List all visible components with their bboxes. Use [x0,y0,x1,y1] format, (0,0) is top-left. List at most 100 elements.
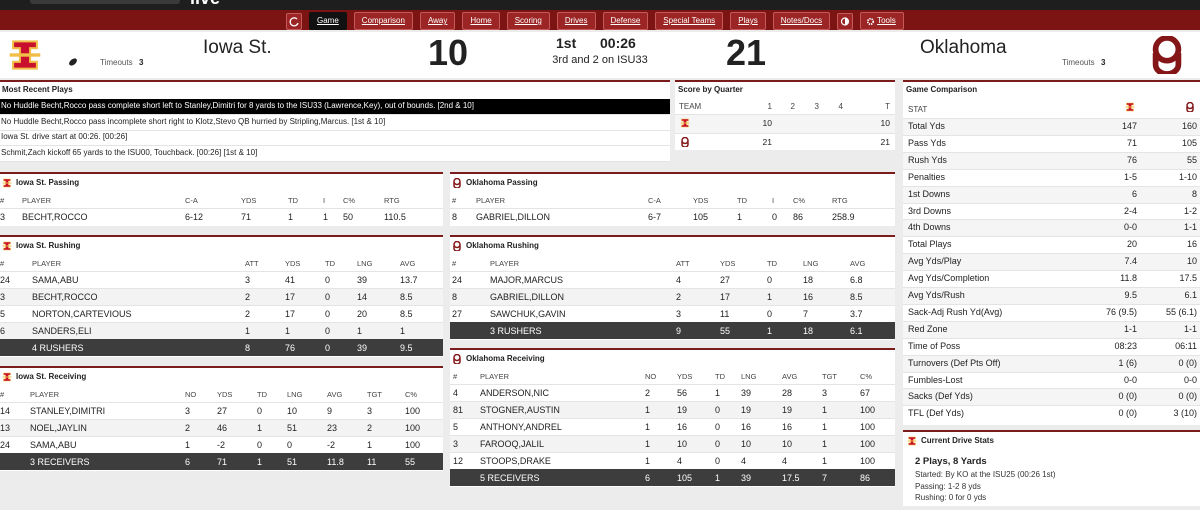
table-cell: 10 [782,439,793,449]
clock: 00:26 [600,35,636,51]
play-row: Schmit,Zach kickoff 65 yards to the ISU0… [0,146,670,162]
stat-value: 3 (10) [1173,408,1197,419]
nav-button[interactable]: Home [462,12,500,30]
total-cell: 1 [715,473,721,483]
table-cell: 12 [453,456,464,466]
column-header: ATT [245,259,259,268]
table-cell: 1 [245,326,251,336]
nav-button[interactable]: Away [419,12,456,30]
stat-table-panel: Oklahoma Passing # PLAYER C-A YDS TD I C% RTG 8 GA… [450,172,895,226]
table-cell: 1 [367,440,373,450]
table-cell: 100 [860,422,876,432]
top-bar: live [0,0,1200,10]
nav-button[interactable]: Scoring [506,12,550,30]
total-cell: 3 RUSHERS [490,326,542,336]
stat-value: 6 [1131,188,1137,199]
refresh-button[interactable] [286,12,302,30]
table-cell: BECHT,ROCCO [32,292,98,302]
total-cell: 39 [741,473,752,483]
table-cell: 1 [323,212,329,222]
stat-name: Penalties [908,171,946,182]
nav-button[interactable]: Tools [860,12,904,30]
table-cell: 1 [645,422,651,432]
nav-button[interactable]: Notes/Docs [772,12,831,30]
panel-title: Current Drive Stats [921,436,994,445]
table-cell: 5 [0,309,6,319]
column-header: LNG [803,259,819,268]
table-cell: 56 [677,388,688,398]
column-header: PLAYER [490,259,520,268]
stat-value: 10 [1186,256,1197,267]
stat-name: 1st Downs [908,188,951,199]
table-cell: 24 [452,275,463,285]
logo-shape [680,122,690,124]
column-header: LNG [357,259,373,268]
column-header: 1 [767,102,772,111]
stat-value: 71 [1126,137,1137,148]
quarter-score: 10 [880,118,890,128]
table-cell: 2 [245,292,251,302]
table-cell: 27 [452,309,463,319]
table-cell: 67 [860,388,871,398]
stat-value: 0 (0) [1178,391,1197,402]
table-cell: 19 [782,405,793,415]
table-cell: 16 [741,422,752,432]
table-cell: 17 [285,309,296,319]
column-header: TD [288,196,298,205]
column-header: 2 [790,102,795,111]
total-cell: 105 [677,473,693,483]
table-cell: 0 [325,292,331,302]
stat-value: 20 [1126,239,1137,250]
table-cell: 23 [327,423,338,433]
table-cell: 100 [860,405,876,415]
table-cell: -2 [217,440,226,450]
stat-value: 0 (0) [1118,408,1137,419]
total-cell: 1 [767,326,773,336]
score: 10 [427,32,469,73]
nav-button[interactable]: Comparison [353,12,413,30]
column-header: NO [645,372,657,381]
table-cell: ANTHONY,ANDREL [480,422,562,432]
brand: live [190,0,220,7]
nav-button[interactable]: Game [309,12,347,30]
stat-row [903,151,1200,169]
theme-button[interactable] [837,12,854,30]
table-cell: GABRIEL,DILLON [476,212,551,222]
table-cell: MAJOR,MARCUS [490,275,564,285]
table-cell: 0 [772,212,778,222]
stat-value: 1-2 [1183,205,1197,216]
table-cell: NORTON,CARTEVIOUS [32,309,132,319]
nav-button[interactable]: Plays [730,12,766,30]
logo-shape [9,53,41,57]
refresh-arrow [289,16,299,26]
table-cell: 2 [367,423,373,433]
table-cell: 71 [241,212,252,222]
iowa-st-logo [2,241,12,251]
table-row [450,418,895,436]
column-header: PLAYER [32,259,62,268]
table-row [0,288,443,306]
nav-button[interactable]: Drives [556,12,596,30]
stat-value: 1-1 [1183,323,1197,334]
table-cell: 100 [405,406,421,416]
stat-row [903,118,1200,135]
stat-row [903,168,1200,186]
table-cell: 2 [185,423,191,433]
nav-button[interactable]: Defense [602,12,649,30]
stat-value: 6.1 [1184,290,1197,300]
table-cell: 16 [803,292,814,302]
brand-block [30,0,180,4]
logo-shape [681,137,689,145]
nav-button[interactable]: Special Teams [655,12,724,30]
table-cell: 5 [453,422,459,432]
column-header: # [452,196,457,205]
table-cell: 1 [822,456,828,466]
total-cell: 6 [645,473,651,483]
column-header: C% [405,390,418,399]
column-header: C% [793,196,806,205]
column-header: TD [257,390,267,399]
timeouts: 3 [139,58,144,67]
column-header: RTG [832,196,848,205]
column-header: ATT [676,259,690,268]
game-comparison-panel: Game Comparison STAT Total Yds 147 160 Pass Y… [903,80,1200,425]
